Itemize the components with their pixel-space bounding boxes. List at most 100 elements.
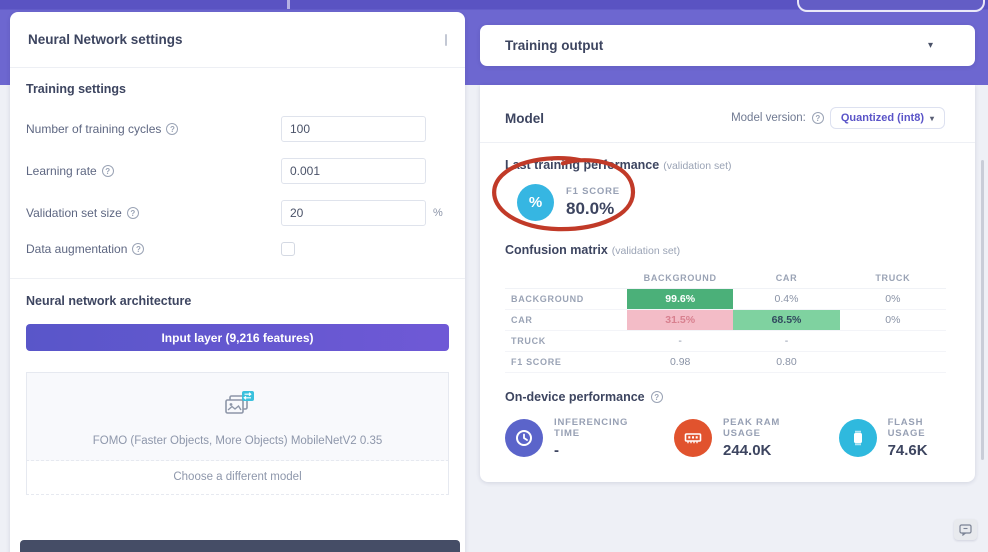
training-output-header[interactable]: Training output ▾ xyxy=(480,25,975,66)
field-row-training-cycles: Number of training cycles ? xyxy=(26,116,449,142)
cm-cell: 68.5% xyxy=(733,309,840,331)
row-label: TRUCK xyxy=(505,330,627,352)
metric-peak-ram-usage: PEAK RAM USAGE 244.0K xyxy=(674,417,799,459)
cm-col-truck: TRUCK xyxy=(839,267,946,289)
help-icon[interactable]: ? xyxy=(811,112,824,124)
cm-cell: 0.4% xyxy=(733,288,840,310)
metric-text: PEAK RAM USAGE 244.0K xyxy=(723,417,799,459)
validation-set-note: (validation set) xyxy=(663,160,732,172)
cm-col-car: CAR xyxy=(733,267,840,289)
training-cycles-label: Number of training cycles xyxy=(26,122,162,136)
row-label: F1 SCORE xyxy=(505,351,627,373)
on-device-metrics: INFERENCING TIME - PEAK RAM USAGE 244.0K xyxy=(505,417,945,459)
scrollbar[interactable] xyxy=(981,160,984,460)
metric-text: FLASH USAGE 74.6K xyxy=(888,417,945,459)
data-augmentation-checkbox[interactable] xyxy=(281,242,295,256)
percent-suffix: % xyxy=(433,207,443,219)
cm-cell: 31.5% xyxy=(627,309,734,331)
field-control xyxy=(281,158,449,184)
cm-cell: 0% xyxy=(839,309,946,331)
ram-icon xyxy=(674,419,713,457)
chevron-down-icon: ▾ xyxy=(929,113,934,123)
table-row-truck: TRUCK - - xyxy=(505,330,946,352)
learning-rate-input[interactable] xyxy=(281,158,426,184)
last-training-heading-text: Last training performance xyxy=(505,158,660,172)
table-header-row: BACKGROUND CAR TRUCK xyxy=(505,267,946,289)
architecture-heading: Neural network architecture xyxy=(26,294,192,308)
validation-size-input[interactable] xyxy=(281,200,426,226)
cm-cell xyxy=(839,330,946,352)
cm-cell: 0.98 xyxy=(627,351,734,373)
model-version-dropdown[interactable]: Quantized (int8) ▾ xyxy=(829,107,945,129)
f1-score-block: % F1 SCORE 80.0% xyxy=(517,184,945,221)
choose-different-model-button[interactable]: Choose a different model xyxy=(26,461,449,495)
field-control xyxy=(281,116,449,142)
field-row-data-augmentation: Data augmentation ? xyxy=(26,242,449,256)
chat-bubble-icon xyxy=(959,523,972,536)
percent-icon: % xyxy=(517,184,554,221)
f1-score-text: F1 SCORE 80.0% xyxy=(566,186,620,219)
training-output-title: Training output xyxy=(505,38,604,53)
help-icon[interactable]: ? xyxy=(101,165,114,177)
model-heading: Model xyxy=(505,110,544,126)
cm-cell: - xyxy=(627,330,734,352)
cm-cell xyxy=(839,351,946,373)
row-label: CAR xyxy=(505,309,627,331)
data-augmentation-label: Data augmentation xyxy=(26,242,128,256)
f1-score-label: F1 SCORE xyxy=(566,186,620,197)
field-label: Data augmentation ? xyxy=(26,242,281,256)
help-icon[interactable]: ? xyxy=(132,243,145,255)
neural-network-settings-panel: Neural Network settings Training setting… xyxy=(10,12,465,552)
metric-value: 244.0K xyxy=(723,442,772,459)
metric-value: - xyxy=(554,442,559,459)
metric-label: PEAK RAM USAGE xyxy=(723,417,781,439)
partial-button-dark[interactable] xyxy=(20,540,460,552)
metric-value: 74.6K xyxy=(887,442,928,459)
decorative-mark xyxy=(287,0,290,9)
last-training-heading: Last training performance (validation set… xyxy=(505,158,945,172)
help-icon[interactable]: ? xyxy=(650,391,663,403)
field-row-learning-rate: Learning rate ? xyxy=(26,158,449,184)
training-cycles-input[interactable] xyxy=(281,116,426,142)
field-row-validation-size: Validation set size ? % xyxy=(26,200,449,226)
field-label: Number of training cycles ? xyxy=(26,122,281,136)
input-layer-button[interactable]: Input layer (9,216 features) xyxy=(26,324,449,351)
cm-cell: 0.80 xyxy=(733,351,840,373)
help-icon[interactable]: ? xyxy=(166,123,179,135)
model-version-group: Model version: ? Quantized (int8) ▾ xyxy=(731,107,945,129)
field-label: Learning rate ? xyxy=(26,164,281,178)
on-device-performance-heading: On-device performance ? xyxy=(505,390,945,404)
panel-header: Neural Network settings xyxy=(10,12,465,68)
help-icon[interactable]: ? xyxy=(126,207,139,219)
metric-text: INFERENCING TIME - xyxy=(554,417,634,459)
model-version-value: Quantized (int8) xyxy=(840,112,924,124)
panel-body: Training settings Number of training cyc… xyxy=(10,68,465,495)
confusion-matrix-heading-text: Confusion matrix xyxy=(505,243,608,257)
partial-top-button[interactable] xyxy=(797,0,985,12)
model-name: FOMO (Faster Objects, More Objects) Mobi… xyxy=(92,435,383,447)
table-row-background: BACKGROUND 99.6% 0.4% 0% xyxy=(505,288,946,310)
cm-corner-cell xyxy=(505,267,627,289)
cm-cell: 99.6% xyxy=(627,288,734,310)
table-row-car: CAR 31.5% 68.5% 0% xyxy=(505,309,946,331)
metric-inferencing-time: INFERENCING TIME - xyxy=(505,417,634,459)
row-label: BACKGROUND xyxy=(505,288,627,310)
chat-widget-button[interactable] xyxy=(954,519,977,540)
model-version-label: Model version: xyxy=(731,112,806,124)
panel-title: Neural Network settings xyxy=(28,32,183,47)
image-transfer-icon xyxy=(221,390,255,425)
cm-col-background: BACKGROUND xyxy=(627,267,734,289)
divider xyxy=(10,278,465,279)
validation-set-note: (validation set) xyxy=(611,245,681,257)
chevron-down-icon[interactable]: ▾ xyxy=(927,40,933,51)
divider xyxy=(480,142,975,143)
table-row-f1-score: F1 SCORE 0.98 0.80 xyxy=(505,351,946,373)
field-label: Validation set size ? xyxy=(26,206,281,220)
training-output-panel: Model Model version: ? Quantized (int8) … xyxy=(480,85,975,482)
cm-cell: 0% xyxy=(839,288,946,310)
confusion-matrix-table: BACKGROUND CAR TRUCK BACKGROUND 99.6% 0.… xyxy=(505,267,946,373)
panel-menu-icon[interactable] xyxy=(445,33,447,46)
metric-label: FLASH USAGE xyxy=(887,417,926,439)
metric-label: INFERENCING TIME xyxy=(554,417,629,439)
